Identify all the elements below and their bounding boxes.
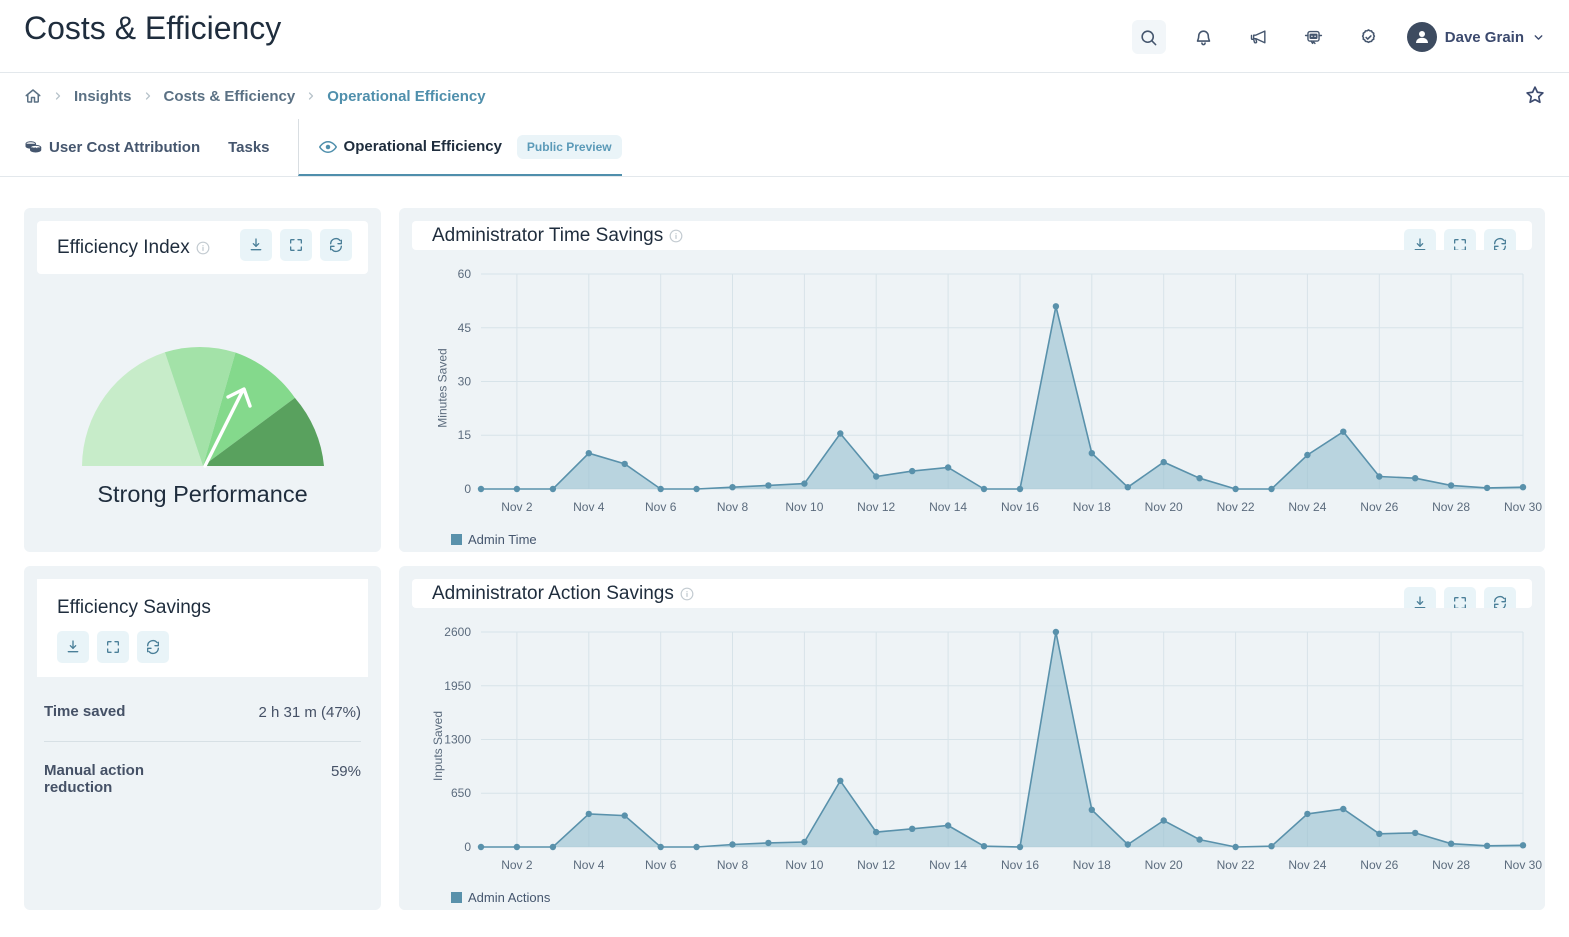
svg-text:Nov 10: Nov 10 [785,858,823,872]
svg-text:Nov 10: Nov 10 [785,500,823,514]
svg-text:0: 0 [464,482,471,496]
svg-text:Nov 26: Nov 26 [1360,500,1398,514]
svg-text:Nov 2: Nov 2 [501,858,533,872]
svg-text:Nov 24: Nov 24 [1288,858,1326,872]
svg-text:Nov 26: Nov 26 [1360,858,1398,872]
svg-text:Nov 18: Nov 18 [1073,858,1111,872]
svg-text:Nov 14: Nov 14 [929,500,967,514]
svg-text:Nov 14: Nov 14 [929,858,967,872]
svg-text:Nov 16: Nov 16 [1001,500,1039,514]
svg-text:Nov 24: Nov 24 [1288,500,1326,514]
svg-text:15: 15 [458,428,472,442]
svg-text:Nov 30: Nov 30 [1504,500,1542,514]
svg-text:Nov 20: Nov 20 [1145,858,1183,872]
svg-text:Nov 20: Nov 20 [1145,500,1183,514]
svg-text:60: 60 [458,267,472,281]
svg-text:Nov 28: Nov 28 [1432,500,1470,514]
svg-text:Nov 28: Nov 28 [1432,858,1470,872]
svg-text:Nov 6: Nov 6 [645,858,677,872]
svg-text:Nov 4: Nov 4 [573,858,605,872]
svg-text:Nov 8: Nov 8 [717,500,749,514]
svg-text:0: 0 [464,840,471,854]
svg-text:Nov 12: Nov 12 [857,500,895,514]
svg-text:Nov 22: Nov 22 [1217,858,1255,872]
svg-text:Nov 22: Nov 22 [1217,500,1255,514]
svg-text:Nov 16: Nov 16 [1001,858,1039,872]
svg-text:2600: 2600 [444,625,471,639]
svg-text:Nov 6: Nov 6 [645,500,677,514]
svg-text:Nov 12: Nov 12 [857,858,895,872]
svg-text:Nov 8: Nov 8 [717,858,749,872]
svg-text:Nov 4: Nov 4 [573,500,605,514]
svg-text:Nov 30: Nov 30 [1504,858,1542,872]
svg-text:1950: 1950 [444,679,471,693]
svg-text:Nov 2: Nov 2 [501,500,533,514]
svg-text:Nov 18: Nov 18 [1073,500,1111,514]
svg-text:1300: 1300 [444,733,471,747]
svg-text:30: 30 [458,375,472,389]
svg-text:45: 45 [458,321,472,335]
svg-text:650: 650 [451,786,471,800]
